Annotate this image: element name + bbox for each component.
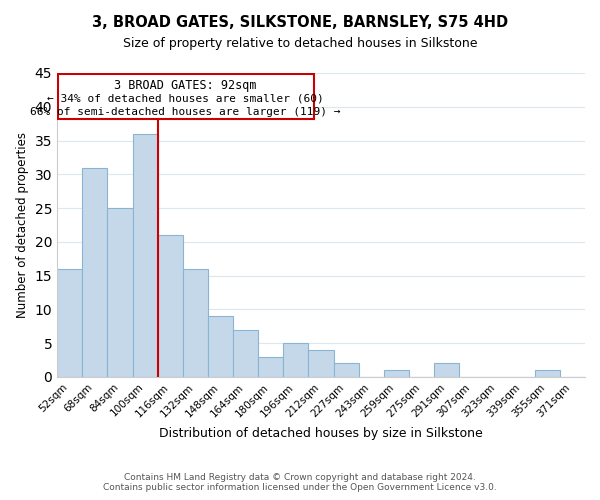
Bar [434, 364, 460, 377]
Text: 3, BROAD GATES, SILKSTONE, BARNSLEY, S75 4HD: 3, BROAD GATES, SILKSTONE, BARNSLEY, S75… [92, 15, 508, 30]
X-axis label: Distribution of detached houses by size in Silkstone: Distribution of detached houses by size … [159, 427, 483, 440]
Bar [158, 235, 183, 377]
Bar [133, 134, 158, 377]
Bar [208, 316, 233, 377]
Bar [233, 330, 258, 377]
Bar [57, 269, 82, 377]
FancyBboxPatch shape [58, 74, 314, 119]
Bar [308, 350, 334, 377]
Text: Size of property relative to detached houses in Silkstone: Size of property relative to detached ho… [123, 38, 477, 51]
Text: 3 BROAD GATES: 92sqm: 3 BROAD GATES: 92sqm [115, 78, 257, 92]
Bar [384, 370, 409, 377]
Bar [82, 168, 107, 377]
Text: Contains HM Land Registry data © Crown copyright and database right 2024.
Contai: Contains HM Land Registry data © Crown c… [103, 473, 497, 492]
Bar [258, 356, 283, 377]
Bar [107, 208, 133, 377]
Y-axis label: Number of detached properties: Number of detached properties [16, 132, 29, 318]
Text: 66% of semi-detached houses are larger (119) →: 66% of semi-detached houses are larger (… [31, 107, 341, 117]
Bar [283, 343, 308, 377]
Text: ← 34% of detached houses are smaller (60): ← 34% of detached houses are smaller (60… [47, 94, 324, 104]
Bar [535, 370, 560, 377]
Bar [183, 269, 208, 377]
Bar [334, 364, 359, 377]
